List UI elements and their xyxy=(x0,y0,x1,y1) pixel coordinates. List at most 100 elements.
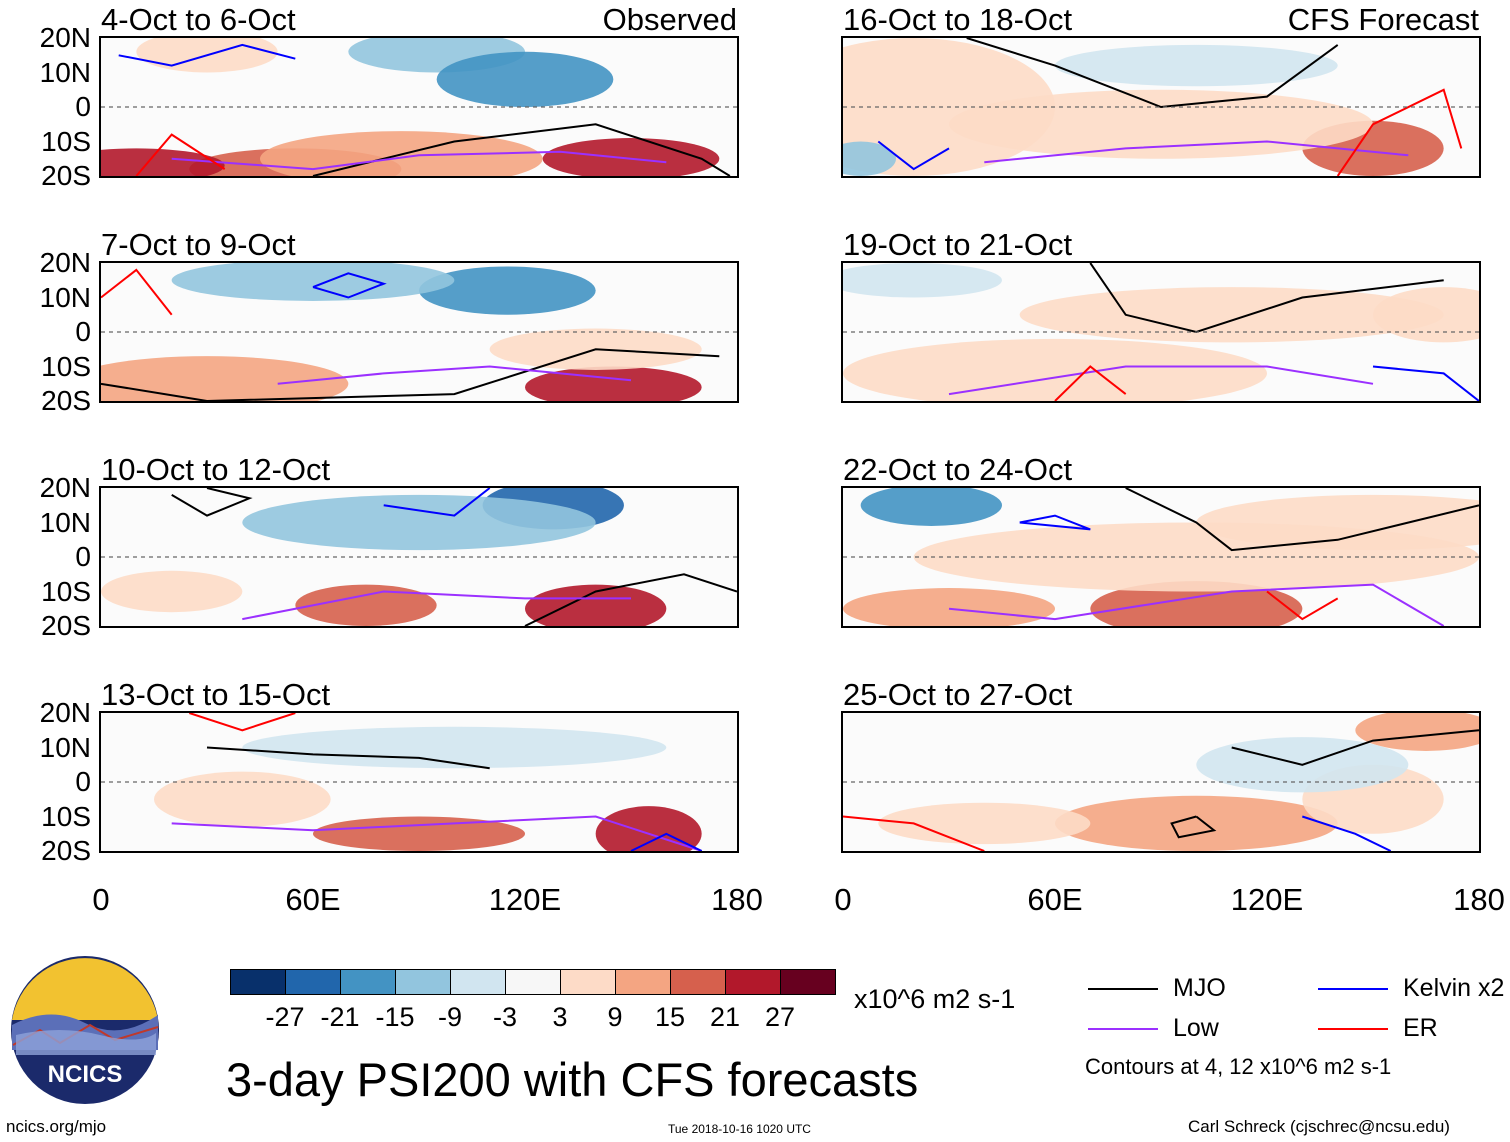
colorbar-label: -27 xyxy=(265,1002,305,1032)
colorbar-label: 15 xyxy=(654,1002,686,1032)
wave-contour xyxy=(1372,365,1479,401)
legend-label: Low xyxy=(1173,1014,1219,1042)
colorbar-units: x10^6 m2 s-1 xyxy=(854,984,1016,1014)
panel-title: 19-Oct to 21-Oct xyxy=(843,227,1073,262)
wave-contour xyxy=(1170,815,1217,839)
x-tick-label: 60E xyxy=(285,882,341,917)
colorbar-label: -9 xyxy=(437,1002,462,1032)
anomaly-shading xyxy=(154,771,331,827)
anomaly-shading xyxy=(1055,795,1338,851)
y-tick-label: 20N xyxy=(39,247,91,278)
wave-contour xyxy=(171,150,667,171)
anomaly-shading xyxy=(436,51,614,107)
wave-contour xyxy=(1231,729,1479,766)
anomaly-shading xyxy=(1373,287,1479,343)
wave-contour xyxy=(1301,815,1392,851)
ncics-logo: NCICS xyxy=(11,956,159,1104)
map-field xyxy=(843,38,1479,176)
column-label: Observed xyxy=(602,2,737,37)
wave-contour xyxy=(877,140,950,171)
y-tick-label: 10S xyxy=(41,800,91,832)
wave-contour xyxy=(843,815,985,851)
colorbar-label: 21 xyxy=(709,1002,741,1032)
y-tick-label: 20S xyxy=(41,385,91,416)
x-tick-label: 0 xyxy=(834,882,852,917)
anomaly-shading xyxy=(595,806,702,851)
colorbar-swatch xyxy=(505,969,561,995)
wave-contour xyxy=(383,488,491,517)
y-tick-label: 10S xyxy=(41,575,91,607)
wave-contour xyxy=(101,268,173,316)
anomaly-shading xyxy=(1019,287,1444,343)
contour-note: Contours at 4, 12 x10^6 m2 s-1 xyxy=(1085,1054,1392,1079)
colorbar-swatch xyxy=(285,969,341,995)
anomaly-shading xyxy=(295,584,437,626)
anomaly-shading xyxy=(101,356,349,401)
author-credit: Carl Schreck (cjschrec@ncsu.edu) xyxy=(1188,1117,1450,1136)
x-tick-label: 60E xyxy=(1027,882,1083,917)
colorbar-swatch xyxy=(395,969,451,995)
y-tick-label: 20S xyxy=(41,160,91,191)
panel-title: 22-Oct to 24-Oct xyxy=(843,452,1073,487)
wave-contour xyxy=(101,348,720,401)
wave-contour xyxy=(948,365,1374,396)
wave-contour xyxy=(984,140,1409,164)
colorbar-swatch xyxy=(615,969,671,995)
panel-title: 10-Oct to 12-Oct xyxy=(101,452,331,487)
map-panel xyxy=(99,486,739,628)
anomaly-shading xyxy=(860,488,1002,526)
colorbar-swatch xyxy=(560,969,616,995)
map-field xyxy=(843,263,1479,401)
legend-label: Kelvin x2 xyxy=(1403,974,1505,1002)
wave-contour xyxy=(1054,365,1127,401)
panel-title: 25-Oct to 27-Oct xyxy=(843,677,1073,712)
anomaly-shading xyxy=(843,263,1002,298)
anomaly-shading xyxy=(843,141,896,176)
map-field xyxy=(101,38,737,176)
anomaly-shading xyxy=(313,816,525,851)
y-tick-label: 10N xyxy=(39,281,91,313)
anomaly-shading xyxy=(242,726,667,769)
map-field xyxy=(101,488,737,626)
wave-contour xyxy=(118,43,296,67)
anomaly-shading xyxy=(171,263,455,301)
map-field xyxy=(101,713,737,851)
legend-swatch xyxy=(1088,988,1158,990)
colorbar-swatch xyxy=(230,969,286,995)
map-field xyxy=(843,713,1479,851)
legend-swatch xyxy=(1088,1028,1158,1030)
map-panel xyxy=(99,36,739,178)
colorbar-swatch xyxy=(340,969,396,995)
wave-contour xyxy=(1125,488,1479,552)
y-tick-label: 10S xyxy=(41,125,91,157)
wave-contour xyxy=(277,365,632,385)
wave-contour xyxy=(171,815,703,851)
wave-contour xyxy=(312,123,731,176)
wave-contour xyxy=(312,272,387,299)
colorbar-label: 27 xyxy=(764,1002,796,1032)
x-tick-label: 0 xyxy=(92,882,110,917)
legend-label: ER xyxy=(1403,1014,1438,1042)
logo-text: NCICS xyxy=(48,1061,123,1088)
legend-label: MJO xyxy=(1173,974,1226,1002)
wave-contour xyxy=(1266,590,1339,621)
map-field xyxy=(101,263,737,401)
y-tick-label: 20S xyxy=(41,835,91,866)
wave-contour xyxy=(242,590,631,621)
colorbar-label: -21 xyxy=(320,1002,360,1032)
colorbar-swatch xyxy=(725,969,781,995)
panel-title: 4-Oct to 6-Oct xyxy=(101,2,296,37)
map-panel xyxy=(99,711,739,853)
x-tick-label: 180 xyxy=(1453,882,1505,917)
column-label: CFS Forecast xyxy=(1287,2,1479,37)
colorbar-swatch xyxy=(670,969,726,995)
panel-title: 16-Oct to 18-Oct xyxy=(843,2,1073,37)
map-field xyxy=(843,488,1479,626)
wave-contour xyxy=(1336,88,1463,176)
footer-url[interactable]: ncics.org/mjo xyxy=(6,1117,107,1136)
colorbar-label: 3 xyxy=(552,1002,568,1032)
anomaly-shading xyxy=(878,802,1091,845)
colorbar-label: -15 xyxy=(375,1002,415,1032)
map-panel xyxy=(841,711,1481,853)
colorbar-swatch xyxy=(780,969,836,995)
